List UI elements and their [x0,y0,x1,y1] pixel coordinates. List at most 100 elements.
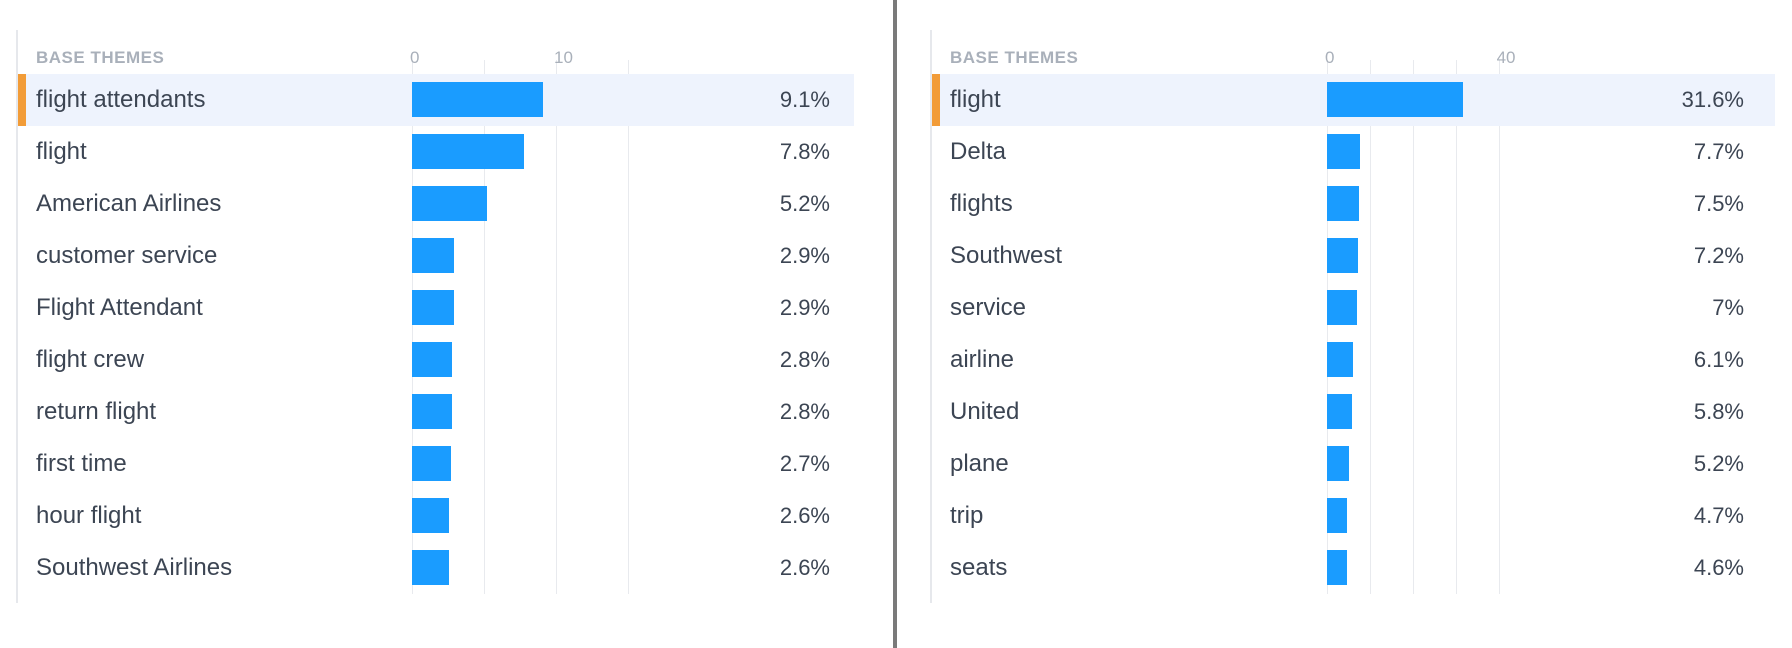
gridline [1455,60,1457,594]
theme-percentage: 2.8% [779,347,830,372]
theme-percentage: 7.8% [779,139,830,164]
theme-label: customer service [36,242,218,269]
theme-percentage: 5.8% [1693,399,1744,424]
theme-label: trip [950,502,984,529]
theme-percentage: 7.2% [1693,243,1744,268]
theme-percentage: 2.6% [779,503,830,528]
selected-row-marker [18,74,26,126]
theme-row[interactable]: seats 4.6% [932,542,1775,594]
theme-bar[interactable] [1327,446,1350,481]
gridline [1327,60,1328,594]
gridline [484,60,485,594]
theme-bar[interactable] [412,82,544,117]
theme-percentage: 7.7% [1693,139,1744,164]
theme-label: Southwest [950,242,1063,269]
theme-percentage: 2.6% [779,555,830,580]
theme-row[interactable]: Southwest Airlines 2.6% [18,542,854,594]
theme-label: flight [36,138,87,165]
panel-border [930,30,932,603]
theme-label: Southwest Airlines [36,554,233,581]
theme-bar[interactable] [1327,82,1463,117]
theme-bar[interactable] [1327,498,1348,533]
theme-percentage: 5.2% [779,191,830,216]
theme-row[interactable]: hour flight 2.6% [18,490,854,542]
theme-row[interactable]: flight attendants 9.1% [18,74,854,126]
theme-label: service [950,294,1027,321]
themes-chart-right: BASE THEMES 0 40 flight 31.6% Delta 7.7% fligh… [930,30,1775,603]
theme-percentage: 7% [1712,295,1744,320]
theme-bar[interactable] [412,550,450,585]
selected-row-marker [932,74,940,126]
theme-bar[interactable] [412,342,453,377]
theme-label: seats [950,554,1008,581]
theme-percentage: 4.6% [1693,555,1744,580]
theme-percentage: 9.1% [779,87,830,112]
theme-row[interactable]: flight 7.8% [18,126,854,178]
theme-bar[interactable] [1327,186,1360,221]
panel-divider [893,0,897,648]
theme-bar[interactable] [412,238,454,273]
theme-row[interactable]: return flight 2.8% [18,386,854,438]
column-header-base-themes: BASE THEMES [950,48,1079,67]
theme-percentage: 2.8% [779,399,830,424]
theme-label: American Airlines [36,190,222,217]
theme-row[interactable]: first time 2.7% [18,438,854,490]
theme-percentage: 6.1% [1693,347,1744,372]
theme-bar[interactable] [412,134,525,169]
theme-row[interactable]: airline 6.1% [932,334,1775,386]
theme-percentage: 2.9% [779,295,830,320]
x-tick-label: 0 [1325,48,1335,67]
gridline [1412,60,1414,594]
theme-row[interactable]: trip 4.7% [932,490,1775,542]
theme-row[interactable]: Southwest 7.2% [932,230,1775,282]
theme-label: flight crew [36,346,145,373]
theme-bar[interactable] [1327,238,1358,273]
theme-row[interactable]: Delta 7.7% [932,126,1775,178]
theme-label: first time [36,450,127,477]
gridline [1369,60,1371,594]
column-header-base-themes: BASE THEMES [36,48,165,67]
theme-percentage: 7.5% [1693,191,1744,216]
theme-bar[interactable] [412,498,450,533]
theme-label: Delta [950,138,1007,165]
theme-bar[interactable] [1327,550,1347,585]
theme-percentage: 4.7% [1693,503,1744,528]
theme-bar[interactable] [1327,394,1352,429]
theme-label: flights [950,190,1013,217]
theme-label: flight attendants [36,86,206,113]
theme-row[interactable]: flight crew 2.8% [18,334,854,386]
theme-row[interactable]: United 5.8% [932,386,1775,438]
theme-bar[interactable] [412,446,451,481]
theme-label: hour flight [36,502,142,529]
theme-label: plane [950,450,1009,477]
theme-row[interactable]: flight 31.6% [932,74,1775,126]
themes-chart-left: BASE THEMES 0 10 flight attendants 9.1% flig… [16,30,854,603]
x-tick-label: 0 [410,48,420,67]
theme-row[interactable]: plane 5.2% [932,438,1775,490]
theme-bar[interactable] [1327,134,1361,169]
theme-row[interactable]: customer service 2.9% [18,230,854,282]
theme-bar[interactable] [1327,342,1354,377]
theme-row[interactable]: service 7% [932,282,1775,334]
theme-percentage: 2.7% [779,451,830,476]
theme-label: United [950,398,1020,425]
theme-label: flight [950,86,1001,113]
theme-bar[interactable] [1327,290,1358,325]
gridline [1498,60,1500,594]
theme-percentage: 5.2% [1693,451,1744,476]
theme-row[interactable]: flights 7.5% [932,178,1775,230]
gridline [628,60,629,594]
theme-bar[interactable] [412,394,453,429]
panel-border [16,30,18,603]
theme-row[interactable]: American Airlines 5.2% [18,178,854,230]
gridline [412,60,413,594]
theme-bar[interactable] [412,290,454,325]
gridline [556,60,557,594]
x-tick-label: 10 [554,48,573,67]
theme-row[interactable]: Flight Attendant 2.9% [18,282,854,334]
theme-label: Flight Attendant [36,294,203,321]
theme-percentage: 31.6% [1681,87,1744,112]
theme-bar[interactable] [412,186,487,221]
theme-label: airline [950,346,1015,373]
theme-percentage: 2.9% [779,243,830,268]
